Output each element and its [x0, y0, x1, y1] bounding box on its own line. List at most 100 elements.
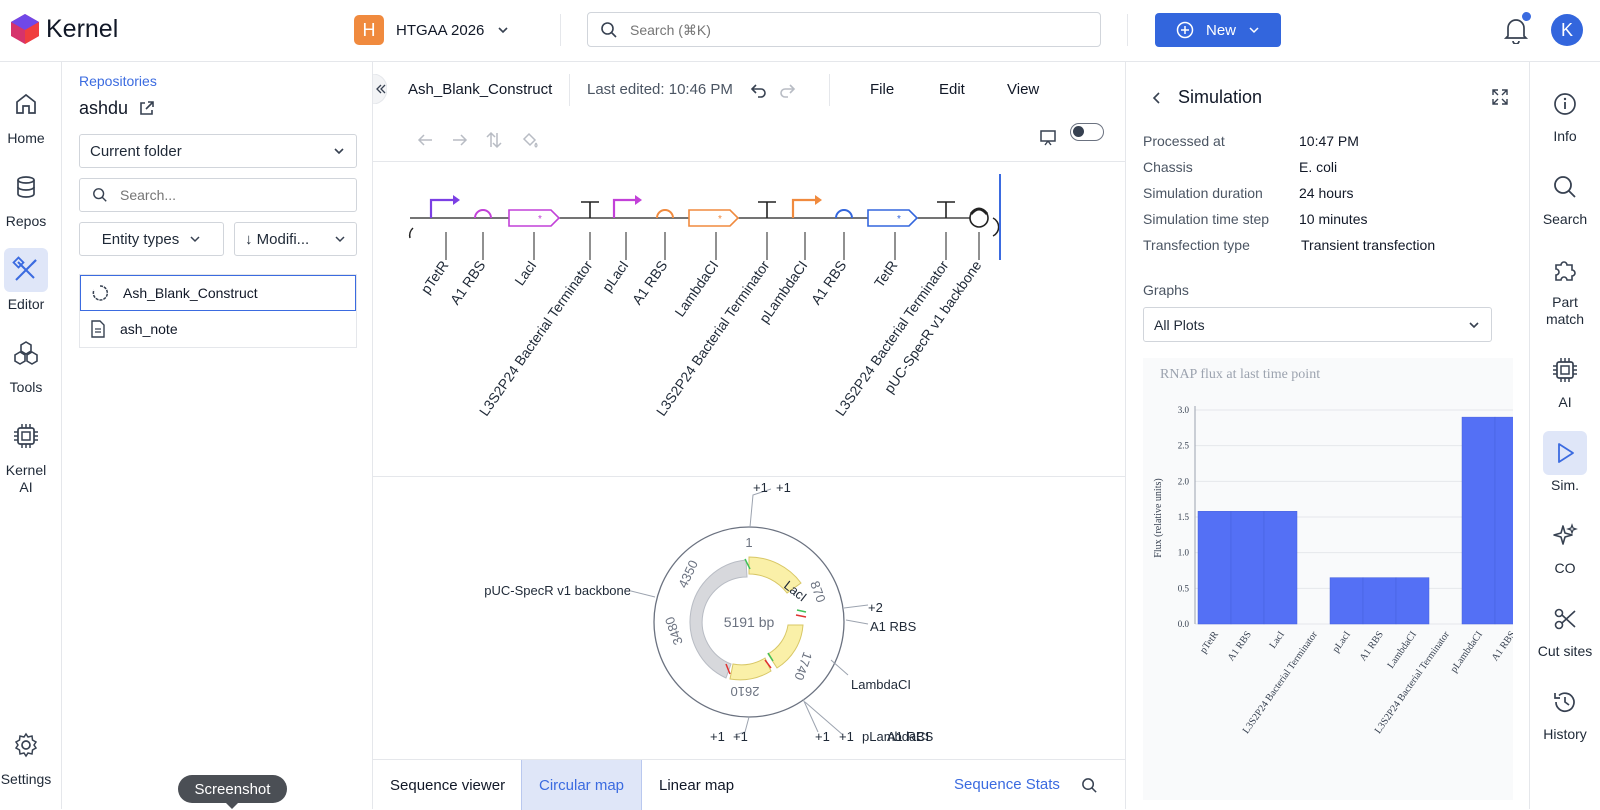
expand-icon[interactable] — [1491, 88, 1509, 106]
part-label[interactable]: L3S2P24 Bacterial Terminator — [476, 257, 596, 419]
nav-tools[interactable]: Tools — [0, 331, 52, 396]
document-title[interactable]: Ash_Blank_Construct — [408, 81, 553, 98]
part-label[interactable]: L3S2P24 Bacterial Terminator — [653, 257, 773, 419]
rnav-sim[interactable]: Sim. — [1530, 431, 1600, 494]
global-search[interactable] — [587, 12, 1101, 47]
app-logo[interactable]: Kernel — [10, 13, 118, 45]
terminator-glyph[interactable] — [581, 201, 599, 218]
file-search[interactable] — [79, 178, 357, 212]
graph-select[interactable]: All Plots — [1143, 307, 1492, 342]
tab-sequence-viewer[interactable]: Sequence viewer — [390, 776, 506, 794]
field-label: Chassis — [1143, 159, 1193, 175]
search-input[interactable] — [630, 21, 1030, 38]
folder-select[interactable]: Current folder — [79, 134, 357, 168]
nav-repos[interactable]: Repos — [0, 165, 52, 230]
tools-icon — [14, 341, 38, 365]
map-label[interactable]: +1 — [753, 480, 768, 495]
external-link-icon[interactable] — [138, 100, 155, 117]
rbs-glyph[interactable] — [474, 209, 492, 219]
rnav-cut-sites[interactable]: Cut sites — [1530, 597, 1600, 660]
nav-home[interactable]: Home — [0, 82, 52, 147]
rnav-search[interactable]: Search — [1530, 165, 1600, 228]
feature-arc[interactable] — [729, 657, 772, 681]
new-button[interactable]: New — [1155, 13, 1281, 47]
cds-glyph[interactable] — [508, 209, 561, 227]
cds-glyph[interactable] — [867, 209, 919, 227]
menu-file[interactable]: File — [870, 81, 895, 98]
swap-vertical-icon[interactable] — [486, 131, 502, 149]
bar[interactable] — [1494, 416, 1513, 625]
view-toggle[interactable] — [1070, 123, 1104, 141]
project-switcher[interactable]: H HTGAA 2026 — [354, 15, 510, 45]
part-label[interactable]: pLacI — [599, 258, 632, 295]
part-label[interactable]: pTetR — [417, 258, 451, 297]
part-label[interactable]: LambdaCI — [671, 258, 721, 320]
map-label[interactable]: pLambdaCI — [862, 729, 929, 744]
bar[interactable] — [1395, 577, 1430, 625]
promoter-glyph[interactable] — [791, 198, 815, 218]
part-label[interactable]: TetR — [871, 258, 901, 291]
y-tick-label: 2.0 — [1178, 476, 1190, 486]
map-label[interactable]: +1 — [710, 729, 725, 744]
nav-kernel-ai[interactable]: Kernel AI — [0, 414, 52, 496]
map-label[interactable]: LambdaCI — [851, 677, 911, 692]
map-label[interactable]: +1 — [815, 729, 830, 744]
map-label[interactable]: +2 — [868, 600, 883, 615]
bar[interactable] — [1263, 511, 1298, 625]
promoter-glyph[interactable] — [612, 198, 635, 218]
map-label[interactable]: A1 RBS — [870, 619, 917, 634]
rnav-part-match[interactable]: Part match — [1530, 248, 1600, 328]
cds-glyph[interactable] — [688, 209, 740, 227]
part-label[interactable]: LacI — [511, 258, 539, 289]
map-label[interactable]: +1 — [839, 729, 854, 744]
redo-icon[interactable] — [778, 81, 796, 99]
rbs-glyph[interactable] — [835, 209, 853, 219]
tab-linear-map[interactable]: Linear map — [659, 776, 735, 794]
menu-view[interactable]: View — [1007, 81, 1040, 98]
nav-label: Tools — [9, 379, 43, 395]
paint-bucket-icon[interactable] — [521, 131, 539, 149]
breadcrumb[interactable]: Repositories — [79, 73, 157, 89]
bar[interactable] — [1230, 511, 1265, 625]
bar[interactable] — [1329, 577, 1364, 625]
rnav-co[interactable]: CO — [1530, 514, 1600, 577]
nav-settings[interactable]: Settings — [0, 723, 52, 788]
rbs-glyph[interactable] — [656, 209, 674, 219]
feature-arc[interactable] — [748, 556, 802, 594]
terminator-glyph[interactable] — [937, 201, 955, 218]
arrow-left-icon[interactable] — [417, 133, 433, 147]
collapse-panel-icon[interactable] — [373, 74, 387, 104]
arrow-right-icon[interactable] — [452, 133, 468, 147]
file-search-input[interactable] — [120, 187, 320, 203]
menu-edit[interactable]: Edit — [939, 81, 965, 98]
part-label[interactable]: A1 RBS — [808, 258, 850, 308]
map-label[interactable]: pUC-SpecR v1 backbone — [484, 583, 631, 598]
promoter-glyph[interactable] — [429, 198, 453, 218]
chevron-left-icon[interactable] — [1151, 91, 1163, 105]
entity-type-filter[interactable]: Entity types — [79, 222, 224, 256]
rnav-history[interactable]: History — [1530, 680, 1600, 743]
list-item[interactable]: Ash_Blank_Construct — [80, 275, 356, 311]
rnav-ai[interactable]: AI — [1530, 348, 1600, 411]
tab-circular-map[interactable]: Circular map — [521, 760, 643, 810]
search-icon[interactable] — [1081, 777, 1098, 794]
map-label[interactable]: +1 — [776, 480, 791, 495]
presentation-icon[interactable] — [1039, 129, 1057, 147]
part-label[interactable]: A1 RBS — [447, 258, 489, 308]
part-label[interactable]: A1 RBS — [629, 258, 671, 308]
bar[interactable] — [1461, 416, 1496, 625]
terminator-glyph[interactable] — [758, 201, 776, 218]
feature-arc[interactable] — [767, 624, 804, 669]
bar[interactable] — [1362, 577, 1397, 625]
rnav-info[interactable]: Info — [1530, 82, 1600, 145]
bell-icon[interactable] — [1503, 16, 1529, 44]
bar[interactable] — [1197, 511, 1232, 625]
nav-editor[interactable]: Editor — [0, 248, 52, 313]
list-item[interactable]: ash_note — [80, 311, 356, 347]
avatar[interactable]: K — [1551, 14, 1583, 46]
sequence-stats-link[interactable]: Sequence Stats — [954, 776, 1060, 793]
map-label[interactable]: A1 RBS — [887, 729, 934, 744]
sort-filter[interactable]: ↓ Modifi... — [234, 222, 357, 256]
undo-icon[interactable] — [750, 81, 768, 99]
map-label[interactable]: +1 — [733, 729, 748, 744]
